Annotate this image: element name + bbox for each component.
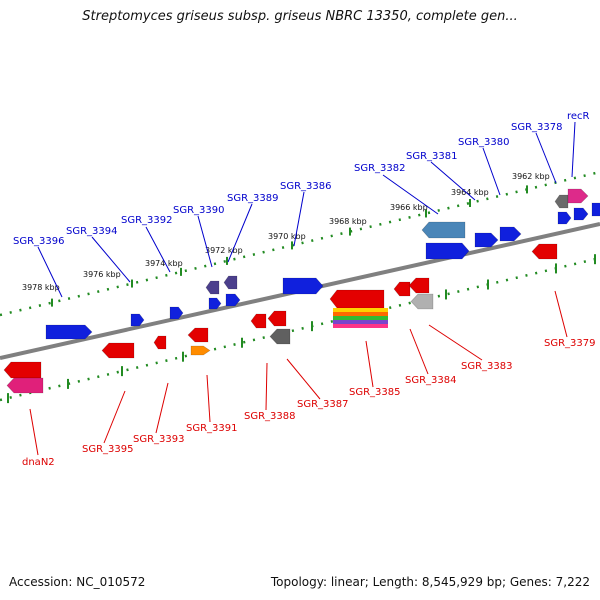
gene-arrow-bottom-0: [3, 361, 42, 379]
top-gene-leader-line: [197, 215, 213, 268]
bottom-gene-leader-line: [155, 382, 169, 434]
top-gene-leader-line: [293, 191, 305, 247]
gene-arrow-bottom-5: [190, 345, 211, 356]
bottom-gene-leader-line: [206, 374, 211, 423]
top-gene-label-sgr_3394: SGR_3394: [66, 226, 118, 237]
scale-tick-label: 3964 kbp: [451, 188, 489, 197]
gene-arrow-bottom-10: [393, 281, 411, 297]
top-gene-label-sgr_3386: SGR_3386: [280, 181, 332, 192]
top-gene-label-sgr_3389: SGR_3389: [227, 193, 279, 204]
top-gene-label-sgr_3382: SGR_3382: [354, 163, 406, 174]
gene-arrow-top-7: [282, 277, 324, 295]
top-gene-leader-line: [482, 147, 501, 196]
bottom-gene-leader-line: [409, 328, 429, 375]
gene-arrow-top-11: [499, 226, 522, 242]
bottom-gene-label-sgr_3387: SGR_3387: [297, 399, 349, 410]
gene-arrow-bottom-3: [153, 335, 167, 350]
bottom-gene-label-sgr_3388: SGR_3388: [244, 411, 296, 422]
gene-arrow-bottom-9: [329, 289, 385, 309]
bottom-gene-label-sgr_3385: SGR_3385: [349, 387, 401, 398]
top-gene-label-sgr_3392: SGR_3392: [121, 215, 173, 226]
top-gene-leader-line: [382, 174, 439, 215]
bottom-gene-leader-line: [428, 324, 483, 361]
gene-arrow-bottom-13: [531, 243, 558, 260]
gene-arrow-bottom-12: [410, 293, 434, 310]
top-gene-leader-line: [91, 236, 131, 283]
bottom-gene-leader-line: [103, 390, 126, 444]
bottom-gene-leader-line: [365, 340, 374, 388]
gene-arrow-top-12: [554, 194, 569, 209]
scale-tick-label: 3978 kbp: [22, 283, 60, 292]
scale-tick-label: 3976 kbp: [83, 270, 121, 279]
gene-arrow-top-6: [223, 275, 238, 290]
scale-tick-label: 3974 kbp: [145, 259, 183, 268]
top-gene-label-recr: recR: [567, 111, 590, 122]
bottom-gene-leader-line: [554, 290, 568, 338]
top-gene-label-sgr_3381: SGR_3381: [406, 151, 458, 162]
bottom-gene-label-sgr_3384: SGR_3384: [405, 375, 457, 386]
rrna-stripe-0: [333, 308, 388, 312]
top-gene-label-sgr_3378: SGR_3378: [511, 122, 563, 133]
gene-arrow-top-9: [425, 242, 470, 260]
bottom-gene-label-sgr_3393: SGR_3393: [133, 434, 185, 445]
top-gene-label-sgr_3396: SGR_3396: [13, 236, 65, 247]
rrna-stripe-1: [333, 312, 388, 316]
gene-arrow-bottom-4: [187, 327, 209, 343]
gene-arrow-bottom-6: [250, 313, 267, 329]
bottom-gene-leader-line: [29, 408, 39, 456]
gene-arrow-top-2: [169, 306, 184, 320]
top-gene-leader-line: [227, 203, 253, 263]
gene-arrow-top-8: [421, 221, 466, 239]
rrna-stripe-3: [333, 320, 388, 324]
bottom-gene-label-sgr_3391: SGR_3391: [186, 423, 238, 434]
bottom-gene-label-sgr_3383: SGR_3383: [461, 361, 513, 372]
top-gene-leader-line: [37, 246, 63, 298]
gene-arrow-top-16: [591, 202, 600, 217]
top-gene-label-sgr_3390: SGR_3390: [173, 205, 225, 216]
scale-tick-label: 3972 kbp: [205, 246, 243, 255]
gene-arrow-top-14: [557, 211, 572, 225]
gene-arrow-top-4: [225, 293, 241, 307]
gene-arrow-top-3: [208, 297, 222, 310]
gene-arrow-top-5: [205, 280, 220, 295]
gene-arrow-top-15: [573, 207, 589, 221]
gene-arrow-bottom-1: [6, 377, 44, 394]
accession-label: Accession: NC_010572: [9, 575, 146, 589]
scale-tick-label: 3968 kbp: [329, 217, 367, 226]
genome-summary: Topology: linear; Length: 8,545,929 bp; …: [270, 575, 590, 589]
bottom-gene-label-sgr_3379: SGR_3379: [544, 338, 596, 349]
gene-arrow-bottom-2: [101, 342, 135, 359]
bottom-gene-label-dnan2: dnaN2: [22, 457, 55, 468]
scale-tick-label: 3966 kbp: [390, 203, 428, 212]
gene-arrow-bottom-8: [269, 328, 291, 345]
scale-tick-label: 3970 kbp: [268, 232, 306, 241]
top-gene-leader-line: [535, 132, 557, 184]
bottom-gene-leader-line: [265, 362, 268, 411]
gene-arrow-bottom-7: [267, 310, 287, 327]
gene-arrow-top-13: [567, 188, 589, 204]
rrna-stripe-4: [333, 324, 388, 328]
top-gene-leader-line: [571, 121, 576, 178]
bottom-gene-label-sgr_3395: SGR_3395: [82, 444, 134, 455]
top-gene-label-sgr_3380: SGR_3380: [458, 137, 510, 148]
top-gene-leader-line: [145, 226, 171, 273]
gene-arrow-top-0: [45, 324, 93, 340]
top-gene-leader-line: [430, 161, 476, 201]
rrna-stripe-2: [333, 316, 388, 320]
gene-arrow-top-10: [474, 232, 499, 248]
gene-arrow-bottom-11: [408, 277, 430, 294]
bottom-gene-leader-line: [286, 358, 321, 400]
scale-tick-label: 3962 kbp: [512, 172, 550, 181]
genome-title: Streptomyces griseus subsp. griseus NBRC…: [82, 9, 518, 24]
gene-arrow-top-1: [130, 313, 145, 327]
